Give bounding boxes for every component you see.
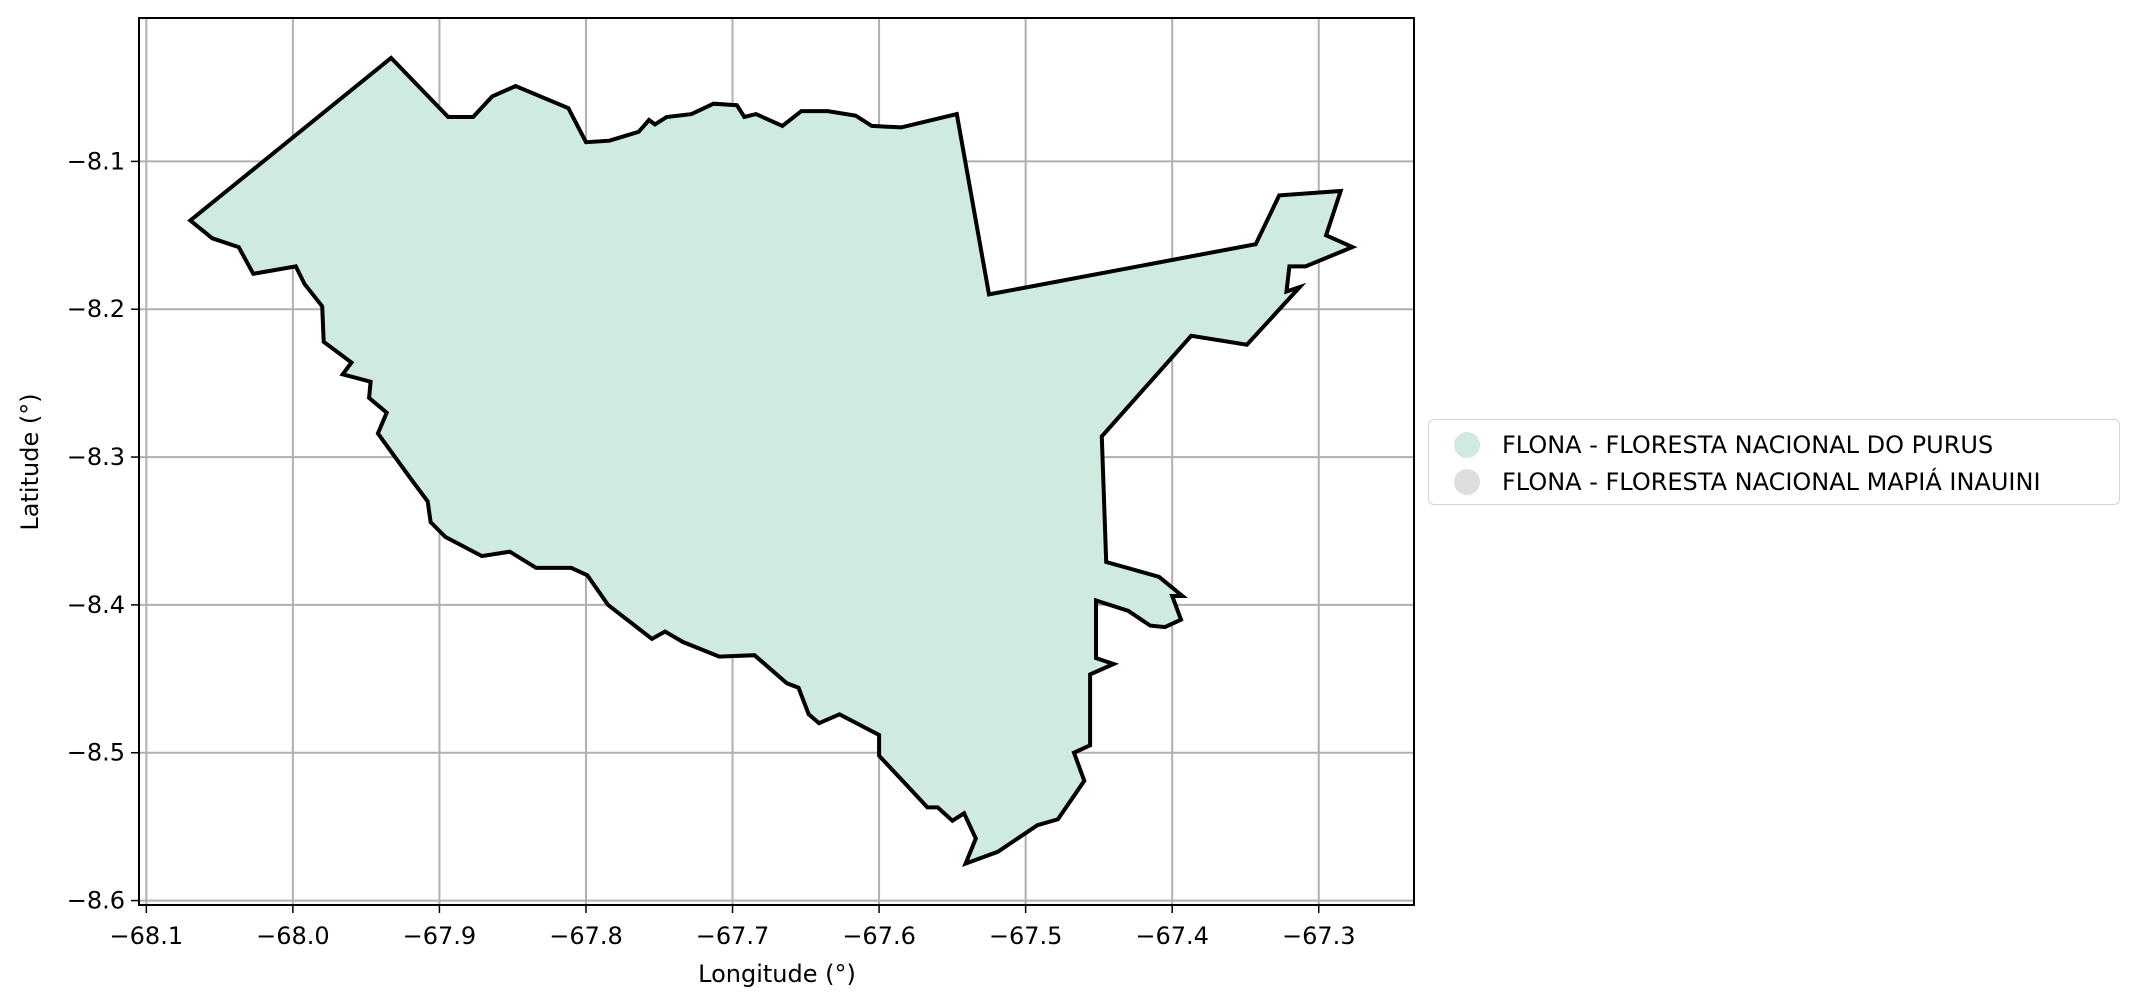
y-tick-label: −8.2 <box>67 295 125 323</box>
legend-marker-purus <box>1454 432 1480 458</box>
legend-marker-mapia-inauini <box>1454 469 1480 495</box>
y-tick-label: −8.5 <box>67 739 125 767</box>
y-tick-label: −8.3 <box>67 443 125 471</box>
y-tick-label: −8.4 <box>67 591 125 619</box>
y-tick-label: −8.6 <box>67 887 125 915</box>
y-axis-label: Latitude (°) <box>16 393 44 530</box>
x-axis-label: Longitude (°) <box>698 960 856 988</box>
x-tick-label: −67.7 <box>696 922 770 950</box>
y-tick-label: −8.1 <box>67 147 125 175</box>
region-boundary-line <box>187 55 1358 868</box>
x-tick-label: −68.1 <box>110 922 184 950</box>
plot-frame <box>138 17 1415 906</box>
legend: FLONA - FLORESTA NACIONAL DO PURUS FLONA… <box>1428 419 2120 505</box>
legend-label-mapia-inauini: FLONA - FLORESTA NACIONAL MAPIÁ INAUINI <box>1502 468 2041 496</box>
x-tick-label: −67.5 <box>989 922 1063 950</box>
x-axis-ticks: −68.1 −68.0 −67.9 −67.8 −67.7 −67.6 −67.5 −67.4… <box>110 905 1356 950</box>
x-tick-label: −67.3 <box>1282 922 1356 950</box>
legend-item-purus: FLONA - FLORESTA NACIONAL DO PURUS <box>1429 427 1993 463</box>
x-tick-label: −67.9 <box>403 922 477 950</box>
legend-label-purus: FLONA - FLORESTA NACIONAL DO PURUS <box>1502 431 1994 459</box>
y-axis-ticks: −8.1 −8.2 −8.3 −8.4 −8.5 −8.6 <box>67 147 139 915</box>
x-tick-label: −67.4 <box>1135 922 1209 950</box>
flona-purus-region <box>190 57 1353 864</box>
legend-item-mapia-inauini: FLONA - FLORESTA NACIONAL MAPIÁ INAUINI <box>1429 464 2041 500</box>
x-tick-label: −67.6 <box>842 922 916 950</box>
x-tick-label: −68.0 <box>256 922 330 950</box>
x-tick-label: −67.8 <box>549 922 623 950</box>
